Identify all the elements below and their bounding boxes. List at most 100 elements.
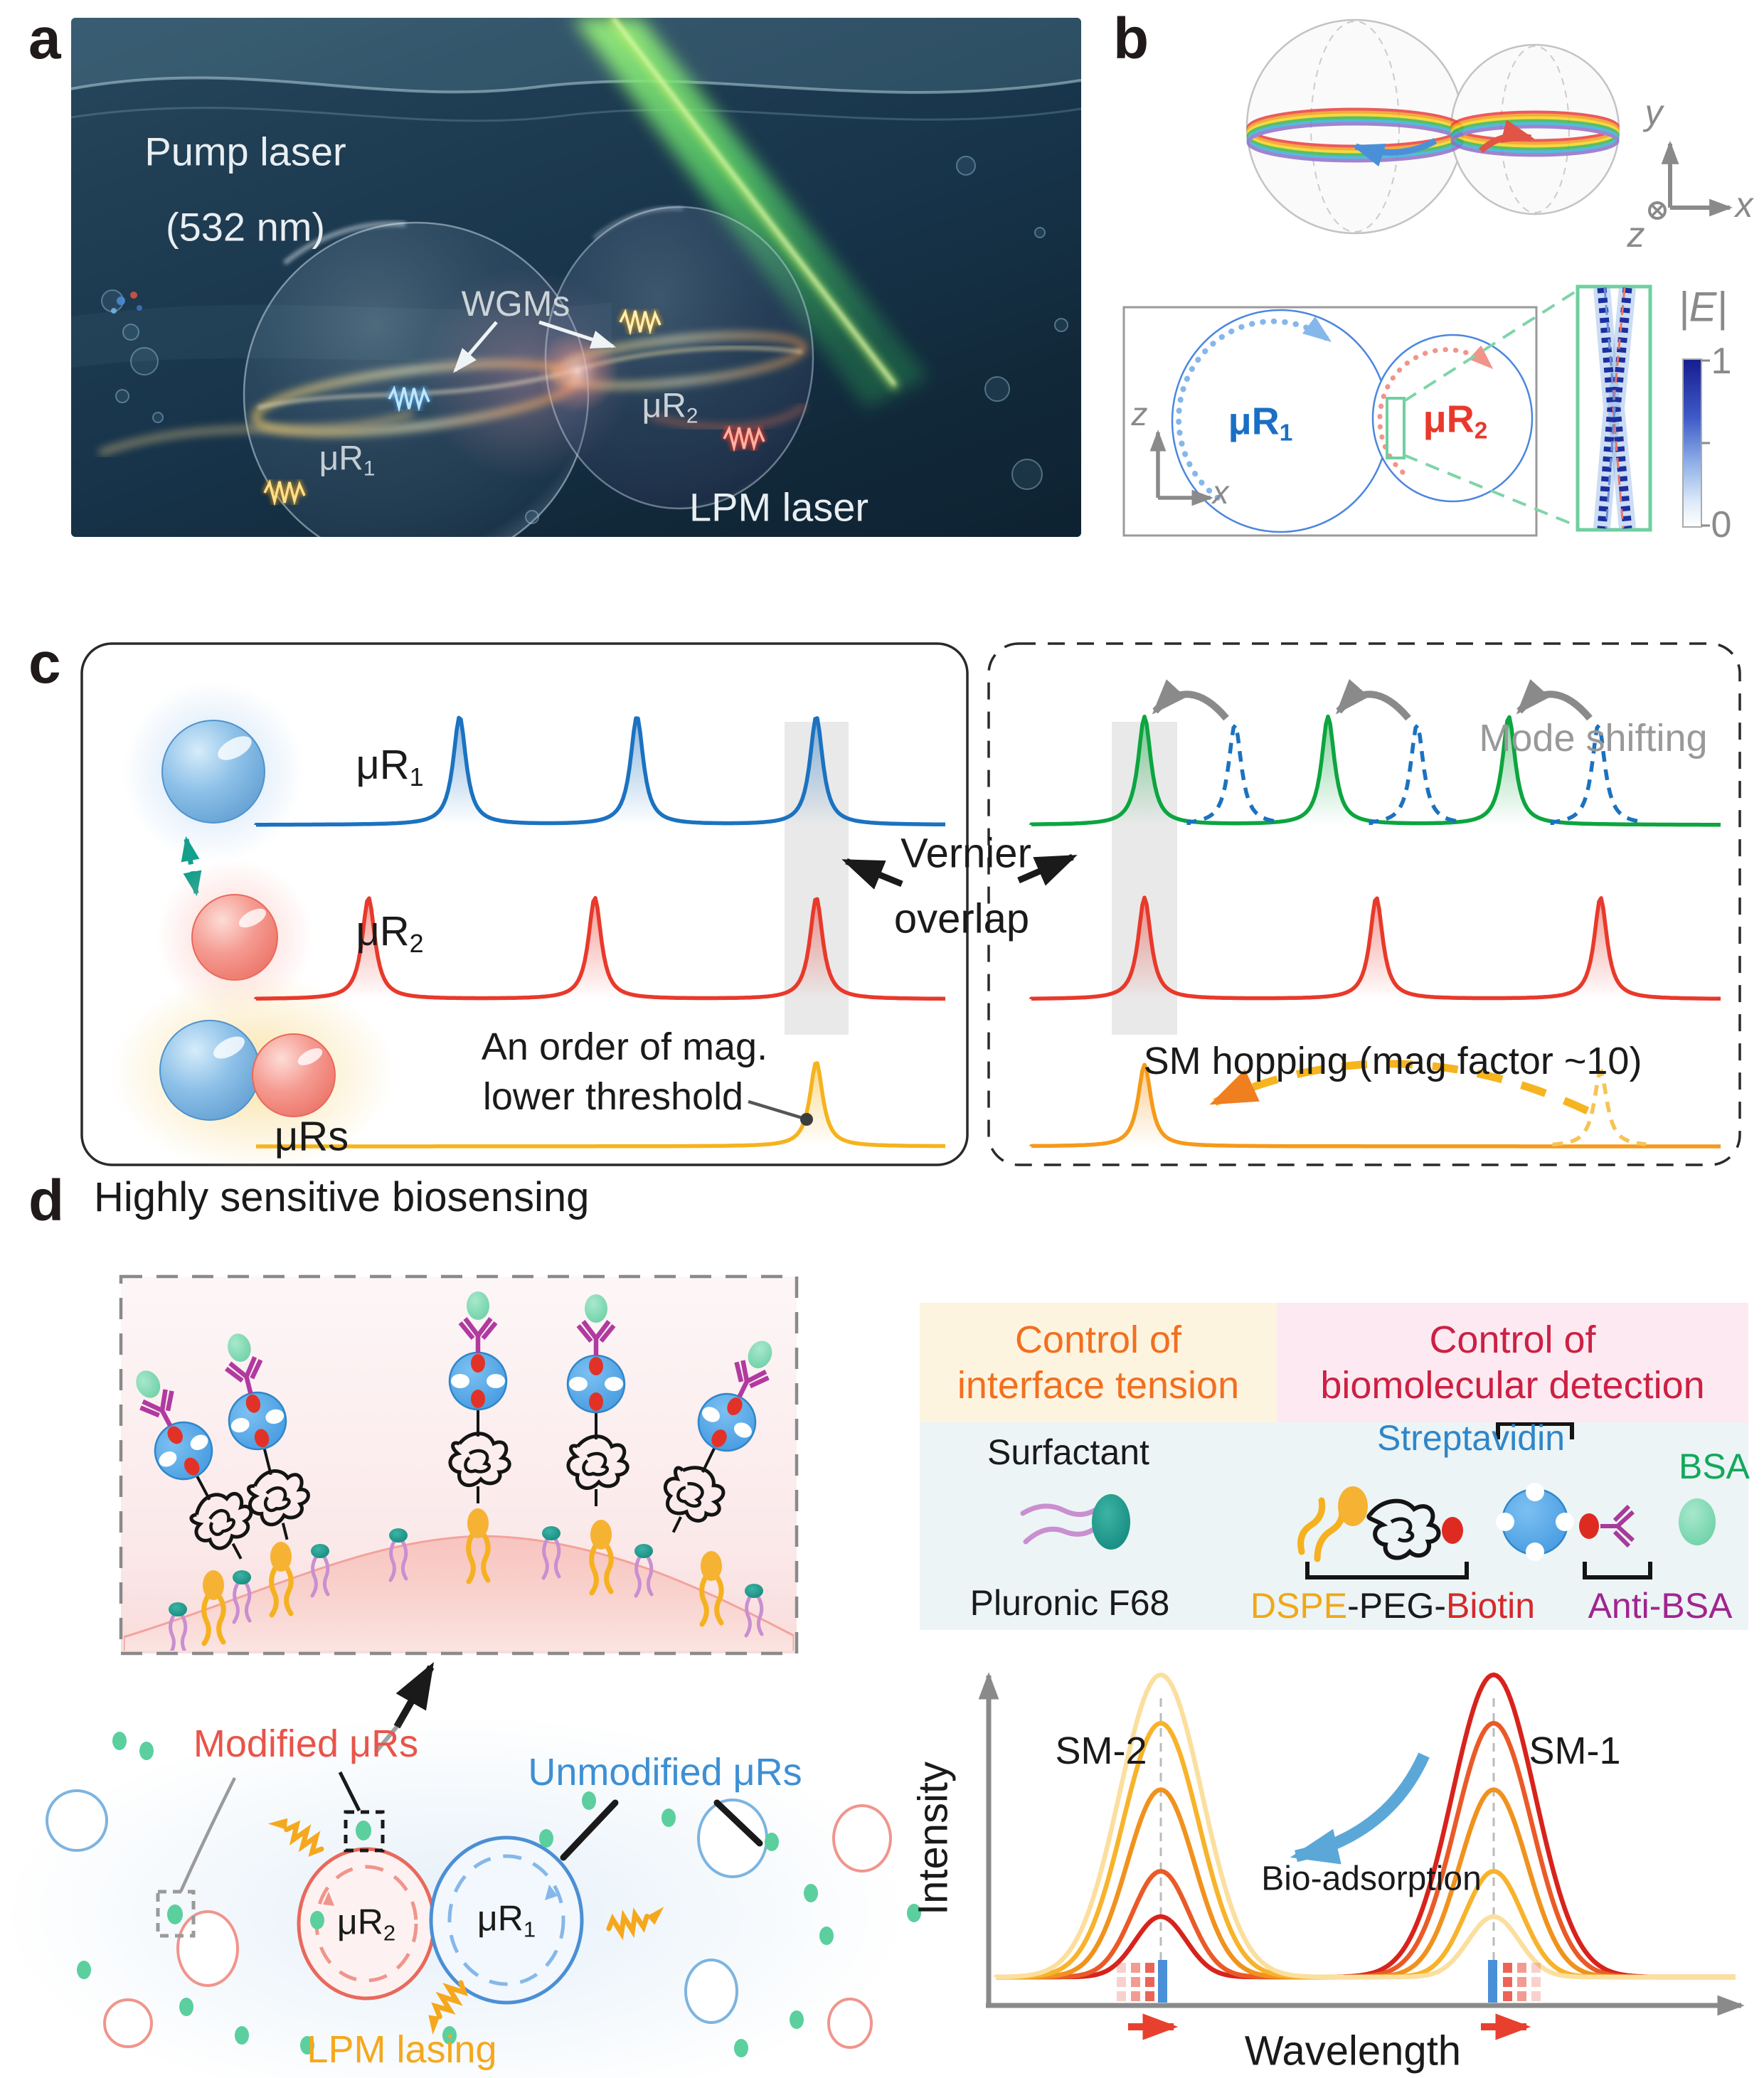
scene-r2-label: μR2 [336, 1902, 396, 1946]
biosensing-plot [978, 1672, 1745, 2040]
dspe-head [1338, 1486, 1368, 1526]
legend-rs-label: μRs [274, 1113, 349, 1160]
water-surface [71, 18, 1081, 92]
panel-a-render: Pump laser (532 nm) WGMs μR1 μR2 LPM las… [71, 18, 1081, 537]
anti-bsa-legend [1600, 1504, 1635, 1548]
bubbles [101, 156, 1068, 524]
mu-r2-label: μR2 [642, 387, 698, 428]
legend-r2-label: μR2 [356, 907, 424, 959]
header-biomolecular-detection: Control of biomolecular detection [1277, 1303, 1748, 1422]
bokeh-dots [111, 292, 142, 314]
modified-urs-label: Modified μRs [193, 1722, 419, 1765]
axis-y-label: y [1645, 92, 1663, 132]
zoom-connector-bottom [1403, 454, 1578, 528]
threshold-note-line2: lower threshold [482, 1075, 744, 1118]
r1-dashed-mode [447, 1854, 565, 1986]
ccw-arrow-icon [1351, 138, 1438, 167]
panel-c [80, 642, 1741, 1172]
box-axis-x: x [1212, 474, 1229, 511]
colorbar-min: 0 [1711, 504, 1732, 545]
streptavidin-bracket [1496, 1422, 1574, 1439]
sim-r2-label: μR2 [1423, 398, 1488, 444]
zx-axes [1149, 430, 1213, 506]
colorbar-max: 1 [1711, 341, 1732, 382]
light-trail [98, 410, 414, 456]
mu-r1-label: μR1 [319, 439, 376, 481]
vernier-arrow-right [1017, 853, 1078, 886]
pump-laser-label-line2: (532 nm) [165, 204, 326, 250]
sm-hopping-label: SM hopping (mag factor ~10) [1143, 1040, 1642, 1082]
pluronic-head [1092, 1494, 1130, 1550]
sample-box-gray [156, 1890, 196, 1938]
analyte-dots [77, 1732, 921, 2057]
unmodified-pointer-2 [713, 1799, 763, 1847]
bio-adsorption-arrow [1290, 1752, 1430, 1865]
unmodified-urs-label: Unmodified μRs [528, 1751, 802, 1794]
mode-shift-ticks [1117, 1960, 1541, 2040]
header-interface-tension: Control of interface tension [920, 1303, 1277, 1422]
legend-pair-red [252, 1033, 336, 1117]
panel-a-label: a [28, 6, 61, 71]
pump-laser-label-line1: Pump laser [144, 129, 346, 174]
rainbow-ring-right [1450, 110, 1620, 157]
bsa-legend [1679, 1498, 1716, 1545]
wgms-arrows [453, 320, 617, 373]
vernier-overlap-line1: Vernier [900, 830, 1031, 877]
box-axis-z: z [1131, 395, 1148, 432]
panel-c-label: c [28, 631, 61, 696]
sm1-label: SM-1 [1529, 1730, 1621, 1772]
dspe-peg-biotin-label: DSPE-PEG-Biotin [1250, 1586, 1536, 1626]
coupling-double-arrow [181, 836, 202, 897]
legend-r1-label: μR1 [356, 741, 424, 792]
surfactant-label: Surfactant [987, 1432, 1149, 1472]
gap-highlight-rect [1386, 397, 1406, 459]
colorbar [1682, 358, 1702, 528]
legend-icons [1020, 1422, 1716, 1579]
panel-d [0, 1274, 1745, 2078]
membrane-scene [124, 1291, 794, 1651]
unmodified-r1-circle [429, 1835, 584, 2005]
sim-r1-label: μR1 [1228, 400, 1293, 447]
spectra-right [1029, 714, 1721, 1149]
vernier-overlap-line2: overlap [893, 895, 1030, 942]
lpm-laser-label: LPM laser [689, 484, 869, 530]
panel-b [1122, 18, 1733, 537]
field-pattern [1593, 287, 1636, 530]
legend-sphere-r2 [191, 894, 278, 981]
pluronic-label: Pluronic F68 [969, 1583, 1170, 1623]
bsa-label: BSA [1678, 1446, 1750, 1486]
bio-adsorption-label: Bio-adsorption [1261, 1860, 1482, 1898]
xyz-axes [1648, 140, 1733, 220]
zoom-connector-top [1403, 289, 1579, 403]
wgm-wavepackets [262, 304, 767, 513]
panel-d-label: d [28, 1168, 65, 1233]
threshold-note-line1: An order of mag. [481, 1025, 768, 1068]
dspe-peg-biotin-bracket [1305, 1562, 1469, 1579]
panel-d-title: Highly sensitive biosensing [94, 1174, 590, 1220]
mode-shifting-label: Mode shifting [1479, 717, 1708, 760]
legend-pair-blue [159, 1020, 260, 1121]
panel-b-label: b [1113, 6, 1149, 71]
r2-circulation-arrow [1377, 345, 1494, 475]
panel-a-art [71, 18, 1081, 537]
wgms-label: WGMs [461, 284, 570, 324]
vernier-arrow-left [841, 858, 903, 890]
streptavidin-label: Streptavidin [1376, 1418, 1566, 1458]
spectra-left [254, 715, 946, 1149]
intensity-axis-label: Intensity [910, 1762, 957, 1915]
sm2-label: SM-2 [1055, 1730, 1147, 1772]
mode-shift-arrows [1152, 678, 1593, 721]
anti-bsa-bracket [1583, 1562, 1652, 1579]
sm-hop-arrow [1209, 1060, 1590, 1114]
anti-bsa-label: Anti-BSA [1588, 1586, 1733, 1626]
legend-sphere-r1 [161, 720, 265, 824]
field-magnitude-label: |E| [1678, 284, 1728, 331]
axis-x-label: x [1735, 185, 1753, 225]
unmodified-pointer-1 [560, 1799, 619, 1861]
biotin-legend [1442, 1517, 1463, 1544]
scene-r1-label: μR1 [477, 1898, 536, 1942]
lpm-lasing-label: LPM lasing [307, 2028, 497, 2071]
cw-arrow-icon [1478, 119, 1535, 154]
